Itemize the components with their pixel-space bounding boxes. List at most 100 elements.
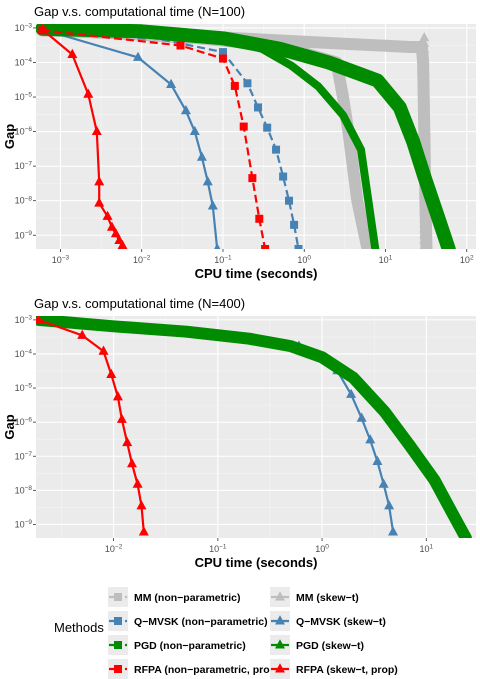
legend-key-marker: [114, 617, 122, 625]
tick-exponent: −3: [25, 23, 33, 30]
legend-key-marker: [114, 641, 122, 649]
series-rfpa-st-marker: [138, 526, 149, 536]
legend: Methods MM (non−parametric) MM (skew−t) Q−M…: [54, 587, 398, 679]
series-mm-st-marker: [419, 240, 430, 249]
tick-mantissa: 10: [15, 417, 25, 427]
tick-exponent: −8: [25, 195, 33, 202]
tick-exponent: −1: [224, 255, 232, 262]
tick-mantissa: 10: [105, 544, 115, 554]
series-rfpa-st-marker: [132, 478, 143, 488]
series-rfpa-st-marker: [126, 458, 137, 468]
tick-mantissa: 10: [460, 255, 470, 265]
series-rfpa-st-marker: [122, 436, 133, 447]
series-mm-st-marker: [419, 54, 430, 64]
series-rfpa-st-marker: [116, 413, 127, 423]
series-qmvsk-np-marker: [285, 196, 294, 205]
series-mm-st-marker: [419, 99, 430, 109]
series-mm-st-marker: [419, 212, 430, 222]
tick-exponent: −7: [25, 161, 33, 168]
series-rfpa-np-marker: [255, 214, 264, 223]
series-qmvsk-st-marker: [166, 78, 177, 88]
tick-mantissa: 10: [15, 485, 25, 495]
series-rfpa-st-marker: [94, 176, 105, 186]
tick-mantissa: 10: [214, 255, 224, 265]
series-qmvsk-st-marker: [202, 176, 213, 186]
series-rfpa-np-marker: [239, 122, 248, 131]
x-tick-label: 10−1: [214, 255, 232, 265]
series-qmvsk-st-marker: [365, 434, 376, 444]
series-qmvsk-np-marker: [279, 172, 288, 181]
y-tick-label: 10−7: [15, 161, 33, 171]
y-tick-label: 10−5: [15, 92, 33, 102]
tick-exponent: −4: [25, 57, 33, 64]
legend-key-marker: [275, 639, 285, 649]
series-qmvsk-st-marker: [214, 243, 221, 249]
legend-label-pgd-np: PGD (non−parametric): [134, 640, 246, 652]
series-qmvsk-st-marker: [384, 500, 395, 510]
tick-exponent: −3: [25, 314, 33, 321]
series-qmvsk-st-marker: [356, 412, 367, 422]
series-rfpa-st-marker: [136, 500, 147, 510]
legend-label-pgd-st: PGD (skew−t): [296, 640, 364, 652]
series-rfpa-st-marker: [110, 228, 121, 238]
tick-mantissa: 10: [15, 92, 25, 102]
series-qmvsk-np-marker: [294, 245, 303, 249]
tick-exponent: −3: [62, 255, 70, 262]
x-tick-label: 10−2: [105, 544, 123, 554]
series-mm-st-marker: [419, 43, 430, 53]
series-mm-st-marker: [419, 127, 430, 137]
series-mm-st-marker: [419, 206, 430, 216]
tick-exponent: −2: [143, 255, 151, 262]
x-tick-label: 102: [460, 255, 474, 265]
legend-title: Methods: [54, 620, 104, 635]
tick-exponent: 1: [389, 255, 393, 262]
tick-mantissa: 10: [15, 23, 25, 33]
series-mm-st-marker: [419, 60, 430, 70]
series-mm-st-marker: [419, 223, 430, 233]
x-axis-label: CPU time (seconds): [195, 266, 318, 281]
series-mm-st-marker: [419, 122, 430, 132]
series-rfpa-st-marker: [94, 197, 105, 207]
series-rfpa-np-marker: [176, 41, 185, 50]
series-qmvsk-np-marker: [272, 145, 281, 154]
series-rfpa-st-marker: [36, 316, 44, 324]
series-pgd-st-line: [38, 318, 467, 538]
series-mm-st-marker: [419, 93, 430, 104]
series-rfpa-np-marker: [218, 54, 227, 63]
tick-exponent: −8: [25, 485, 33, 492]
tick-exponent: −6: [25, 417, 33, 424]
tick-exponent: 0: [307, 255, 311, 262]
tick-exponent: −9: [25, 519, 33, 526]
series-rfpa-st-marker: [83, 88, 94, 98]
y-tick-label: 10−5: [15, 383, 33, 393]
chart-panel-n400: Gap v.s. computational time (N=400)10−2 1…: [2, 296, 476, 570]
series-rfpa-st-marker: [37, 24, 48, 33]
x-tick-label: 10−3: [52, 255, 70, 265]
x-tick-label: 10−1: [209, 544, 227, 554]
series-layer: [36, 316, 472, 538]
series-qmvsk-st-marker: [346, 388, 357, 398]
series-rfpa-st-marker: [91, 125, 102, 136]
series-qmvsk-st-marker: [372, 455, 383, 465]
series-rfpa-st-marker: [102, 210, 113, 220]
legend-key-marker: [114, 665, 122, 673]
x-axis-label: CPU time (seconds): [195, 555, 318, 570]
y-tick-label: 10−6: [15, 417, 33, 427]
tick-mantissa: 10: [419, 544, 429, 554]
legend-label-qmvsk-np: Q−MVSK (non−parametric): [134, 616, 268, 628]
x-tick-label: 100: [315, 544, 329, 554]
series-mm-st-marker: [419, 48, 430, 59]
series-mm-st-marker: [419, 77, 430, 87]
series-mm-st-marker: [419, 200, 430, 211]
tick-exponent: 1: [429, 544, 433, 551]
legend-key-marker: [275, 591, 285, 601]
series-mm-st-marker: [419, 133, 430, 143]
legend-label-mm-st: MM (skew−t): [296, 592, 359, 604]
series-mm-st-marker: [419, 234, 430, 244]
series-rfpa-st-marker: [112, 391, 123, 401]
series-rfpa-np-line: [42, 29, 267, 249]
series-qmvsk-np-marker: [290, 220, 299, 229]
y-tick-label: 10−4: [15, 57, 33, 67]
series-mm-st-marker: [419, 82, 430, 92]
